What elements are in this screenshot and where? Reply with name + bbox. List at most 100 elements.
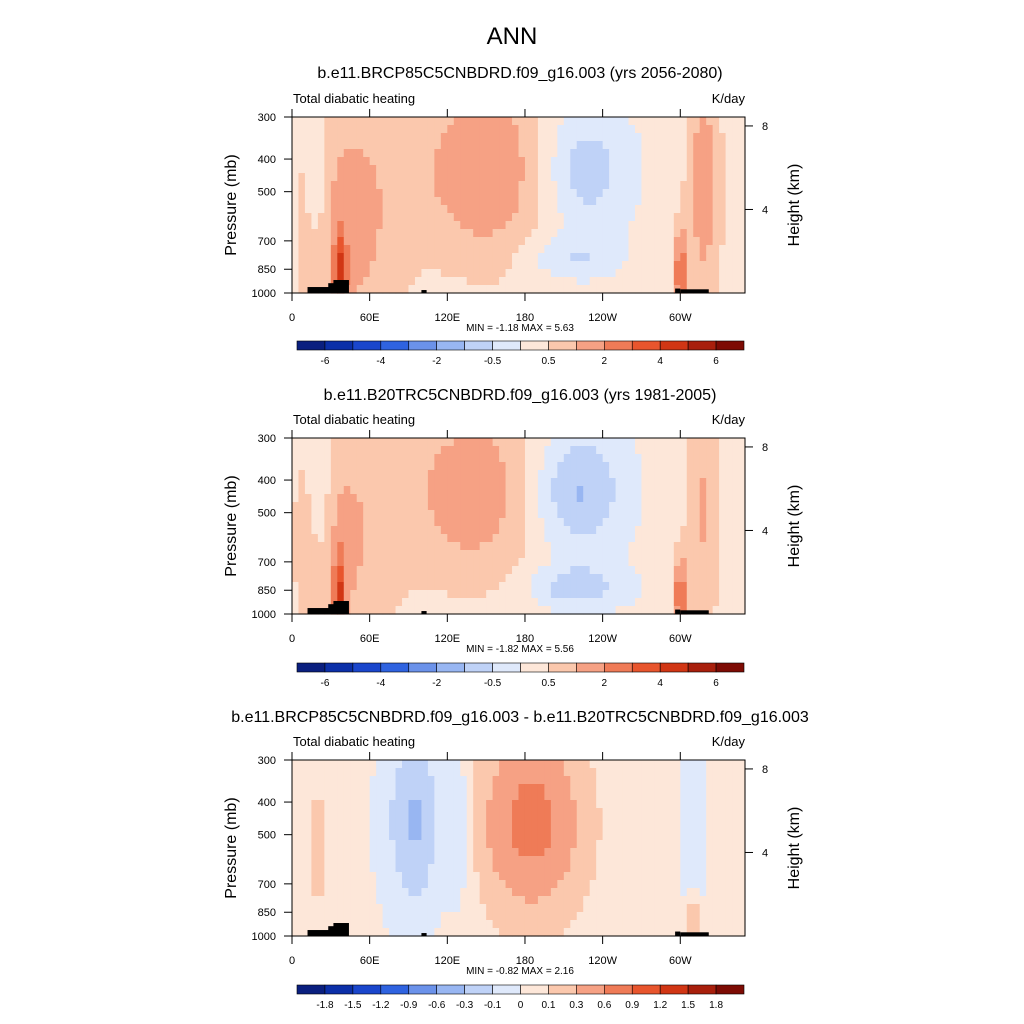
- x-tick-label: 120E: [434, 955, 460, 967]
- heatmap-cell: [725, 478, 733, 487]
- heatmap-cell: [622, 808, 630, 817]
- heatmap-cell: [382, 574, 390, 583]
- heatmap-cell: [324, 149, 332, 158]
- heatmap-cell: [550, 566, 558, 575]
- heatmap-cell: [466, 502, 474, 511]
- heatmap-cell: [654, 486, 662, 495]
- heatmap-cell: [706, 237, 714, 246]
- colorbar-label: -2: [432, 678, 441, 689]
- topography: [421, 611, 427, 614]
- heatmap-cell: [654, 928, 662, 937]
- heatmap-cell: [356, 117, 364, 126]
- heatmap-cell: [576, 462, 584, 471]
- heatmap-cell: [395, 454, 403, 463]
- heatmap-cell: [473, 197, 481, 206]
- heatmap-cell: [473, 253, 481, 262]
- heatmap-cell: [298, 125, 306, 134]
- heatmap-cell: [719, 229, 727, 238]
- heatmap-cell: [654, 229, 662, 238]
- heatmap-cell: [628, 784, 636, 793]
- heatmap-cell: [382, 165, 390, 174]
- heatmap-cell: [647, 181, 655, 190]
- heatmap-cell: [583, 856, 591, 865]
- heatmap-cell: [602, 133, 610, 142]
- heatmap-cell: [330, 840, 338, 849]
- heatmap-cell: [317, 848, 325, 857]
- heatmap-cell: [317, 792, 325, 801]
- heatmap-cell: [570, 534, 578, 543]
- heatmap-cell: [570, 792, 578, 801]
- heatmap-cell: [421, 574, 429, 583]
- heatmap-cell: [628, 574, 636, 583]
- heatmap-cell: [376, 518, 384, 527]
- heatmap-cell: [615, 928, 623, 937]
- heatmap-cell: [466, 526, 474, 535]
- heatmap-cell: [712, 808, 720, 817]
- heatmap-cell: [363, 816, 371, 825]
- heatmap-cell: [414, 478, 423, 487]
- heatmap-cell: [732, 141, 740, 150]
- heatmap-cell: [492, 181, 500, 190]
- heatmap-cell: [408, 526, 416, 535]
- plot-frame: [291, 116, 746, 294]
- heatmap-cell: [460, 454, 468, 463]
- heatmap-cell: [550, 502, 558, 511]
- heatmap-cell: [382, 454, 390, 463]
- heatmap-cell: [686, 454, 694, 463]
- heatmap-cell: [421, 760, 429, 769]
- heatmap-cell: [414, 824, 423, 833]
- heatmap-cell: [427, 776, 435, 785]
- heatmap-cell: [641, 896, 649, 905]
- heatmap-cell: [376, 558, 384, 567]
- heatmap-cell: [667, 197, 675, 206]
- heatmap-cell: [304, 446, 313, 455]
- heatmap-cell: [466, 582, 474, 591]
- heatmap-cell: [647, 494, 655, 503]
- heatmap-cell: [719, 574, 727, 583]
- heatmap-cell: [298, 261, 306, 270]
- heatmap-cell: [363, 840, 371, 849]
- heatmap-cell: [550, 197, 558, 206]
- heatmap-cell: [712, 229, 720, 238]
- heatmap-cell: [389, 229, 397, 238]
- heatmap-cell: [369, 125, 377, 134]
- heatmap-cell: [550, 606, 558, 615]
- heatmap-cell: [634, 832, 643, 841]
- heatmap-cell: [512, 904, 520, 913]
- heatmap-cell: [706, 888, 714, 897]
- heatmap-cell: [395, 606, 403, 615]
- heatmap-cell: [324, 189, 332, 198]
- heatmap-cell: [427, 446, 435, 455]
- heatmap-cell: [512, 534, 520, 543]
- heatmap-cell: [414, 526, 423, 535]
- heatmap-cell: [680, 133, 688, 142]
- heatmap-cell: [402, 454, 410, 463]
- heatmap-cell: [369, 840, 377, 849]
- heatmap-cell: [499, 494, 507, 503]
- heatmap-cell: [589, 229, 597, 238]
- heatmap-cell: [660, 269, 668, 278]
- heatmap-cell: [389, 518, 397, 527]
- heatmap-cell: [738, 261, 746, 270]
- heatmap-cell: [544, 606, 552, 615]
- heatmap-cell: [563, 606, 571, 615]
- colorbar-box: [408, 340, 437, 351]
- heatmap-cell: [376, 888, 384, 897]
- heatmap-cell: [647, 534, 655, 543]
- heatmap-cell: [440, 510, 448, 519]
- heatmap-cell: [693, 181, 701, 190]
- heatmap-cell: [356, 606, 364, 615]
- heatmap-cell: [505, 832, 513, 841]
- heatmap-cell: [544, 566, 552, 575]
- heatmap-cell: [524, 904, 533, 913]
- heatmap-cell: [563, 848, 571, 857]
- heatmap-cell: [382, 928, 390, 937]
- heatmap-cell: [369, 502, 377, 511]
- heatmap-cell: [453, 816, 461, 825]
- heatmap-cell: [609, 470, 617, 479]
- heatmap-cell: [732, 920, 740, 929]
- heatmap-cell: [382, 510, 390, 519]
- heatmap-cell: [622, 904, 630, 913]
- heatmap-cell: [434, 229, 442, 238]
- heatmap-cell: [382, 470, 390, 479]
